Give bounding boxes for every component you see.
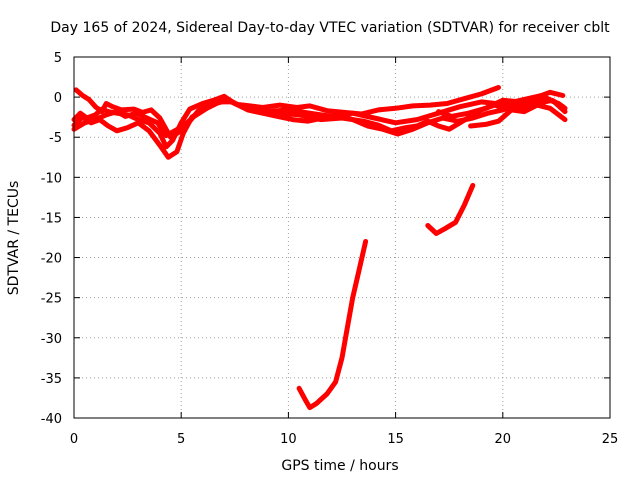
y-tick-label: -10	[41, 171, 62, 186]
series-group	[71, 85, 568, 411]
plot-frame	[73, 56, 611, 419]
x-axis-label: GPS time / hours	[281, 458, 398, 474]
y-axis-label: SDTVAR / TECUs	[6, 181, 22, 296]
series-line-trace-8	[468, 102, 568, 129]
series-line-trace-6	[425, 182, 476, 236]
y-tick-label: -25	[41, 292, 62, 307]
series-line-trace-5	[296, 239, 369, 411]
grid	[74, 57, 610, 418]
y-tick-label: -20	[41, 252, 62, 267]
y-tick-label: -40	[41, 412, 62, 427]
y-tick-label: 5	[54, 51, 62, 66]
y-tick-label: -5	[49, 131, 62, 146]
x-tick-label: 5	[177, 432, 185, 447]
y-tick-label: -35	[41, 372, 62, 387]
y-tick-label: -15	[41, 211, 62, 226]
x-tick-label: 20	[495, 432, 512, 447]
chart-title: Day 165 of 2024, Sidereal Day-to-day VTE…	[50, 20, 610, 36]
x-tick-label: 15	[387, 432, 404, 447]
y-tick-label: 0	[54, 91, 62, 106]
y-tick-label: -30	[41, 332, 62, 347]
x-tick-label: 25	[602, 432, 619, 447]
x-tick-label: 10	[280, 432, 297, 447]
y-axis-ticks: 5 0 -5 -10 -15 -20 -25 -30 -35 -40	[41, 51, 610, 427]
series-line-trace-4	[71, 96, 568, 139]
series-line-trace-3	[73, 85, 501, 140]
series-line-trace-7	[436, 89, 566, 119]
x-axis-ticks: 0 5 10 15 20 25	[70, 57, 618, 447]
x-tick-label: 0	[70, 432, 78, 447]
